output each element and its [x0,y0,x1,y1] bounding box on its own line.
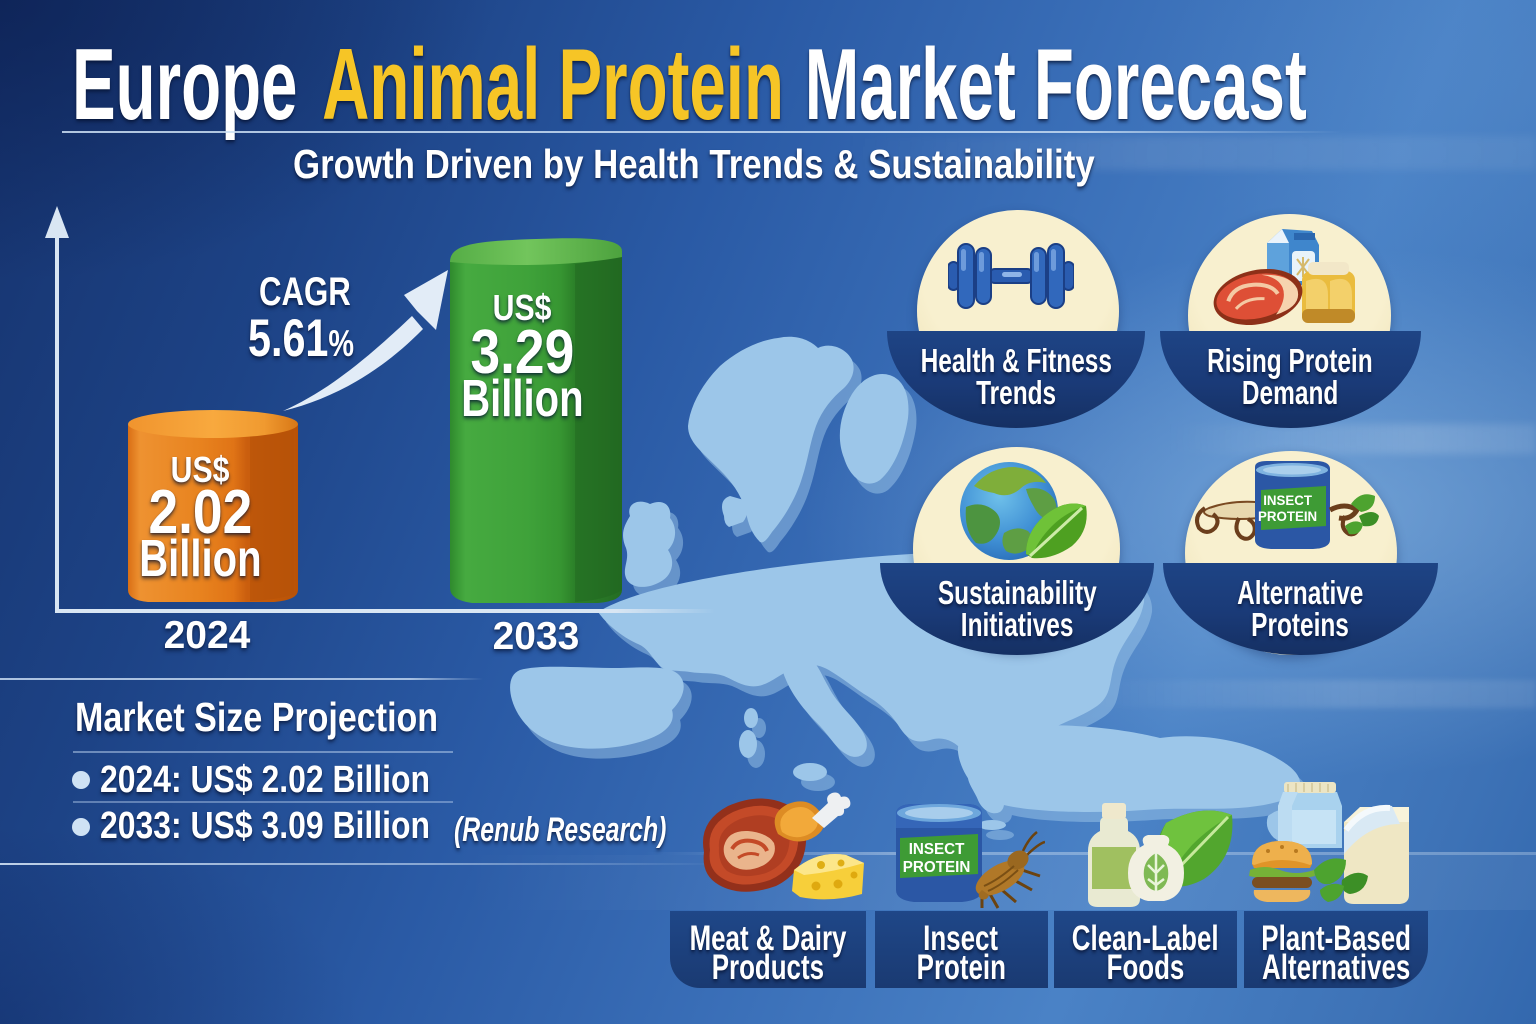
svg-text:INSECT: INSECT [1263,493,1312,508]
svg-text:PROTEIN: PROTEIN [1258,509,1317,524]
svg-text:PROTEIN: PROTEIN [903,859,971,876]
svg-text:INSECT: INSECT [909,841,965,858]
